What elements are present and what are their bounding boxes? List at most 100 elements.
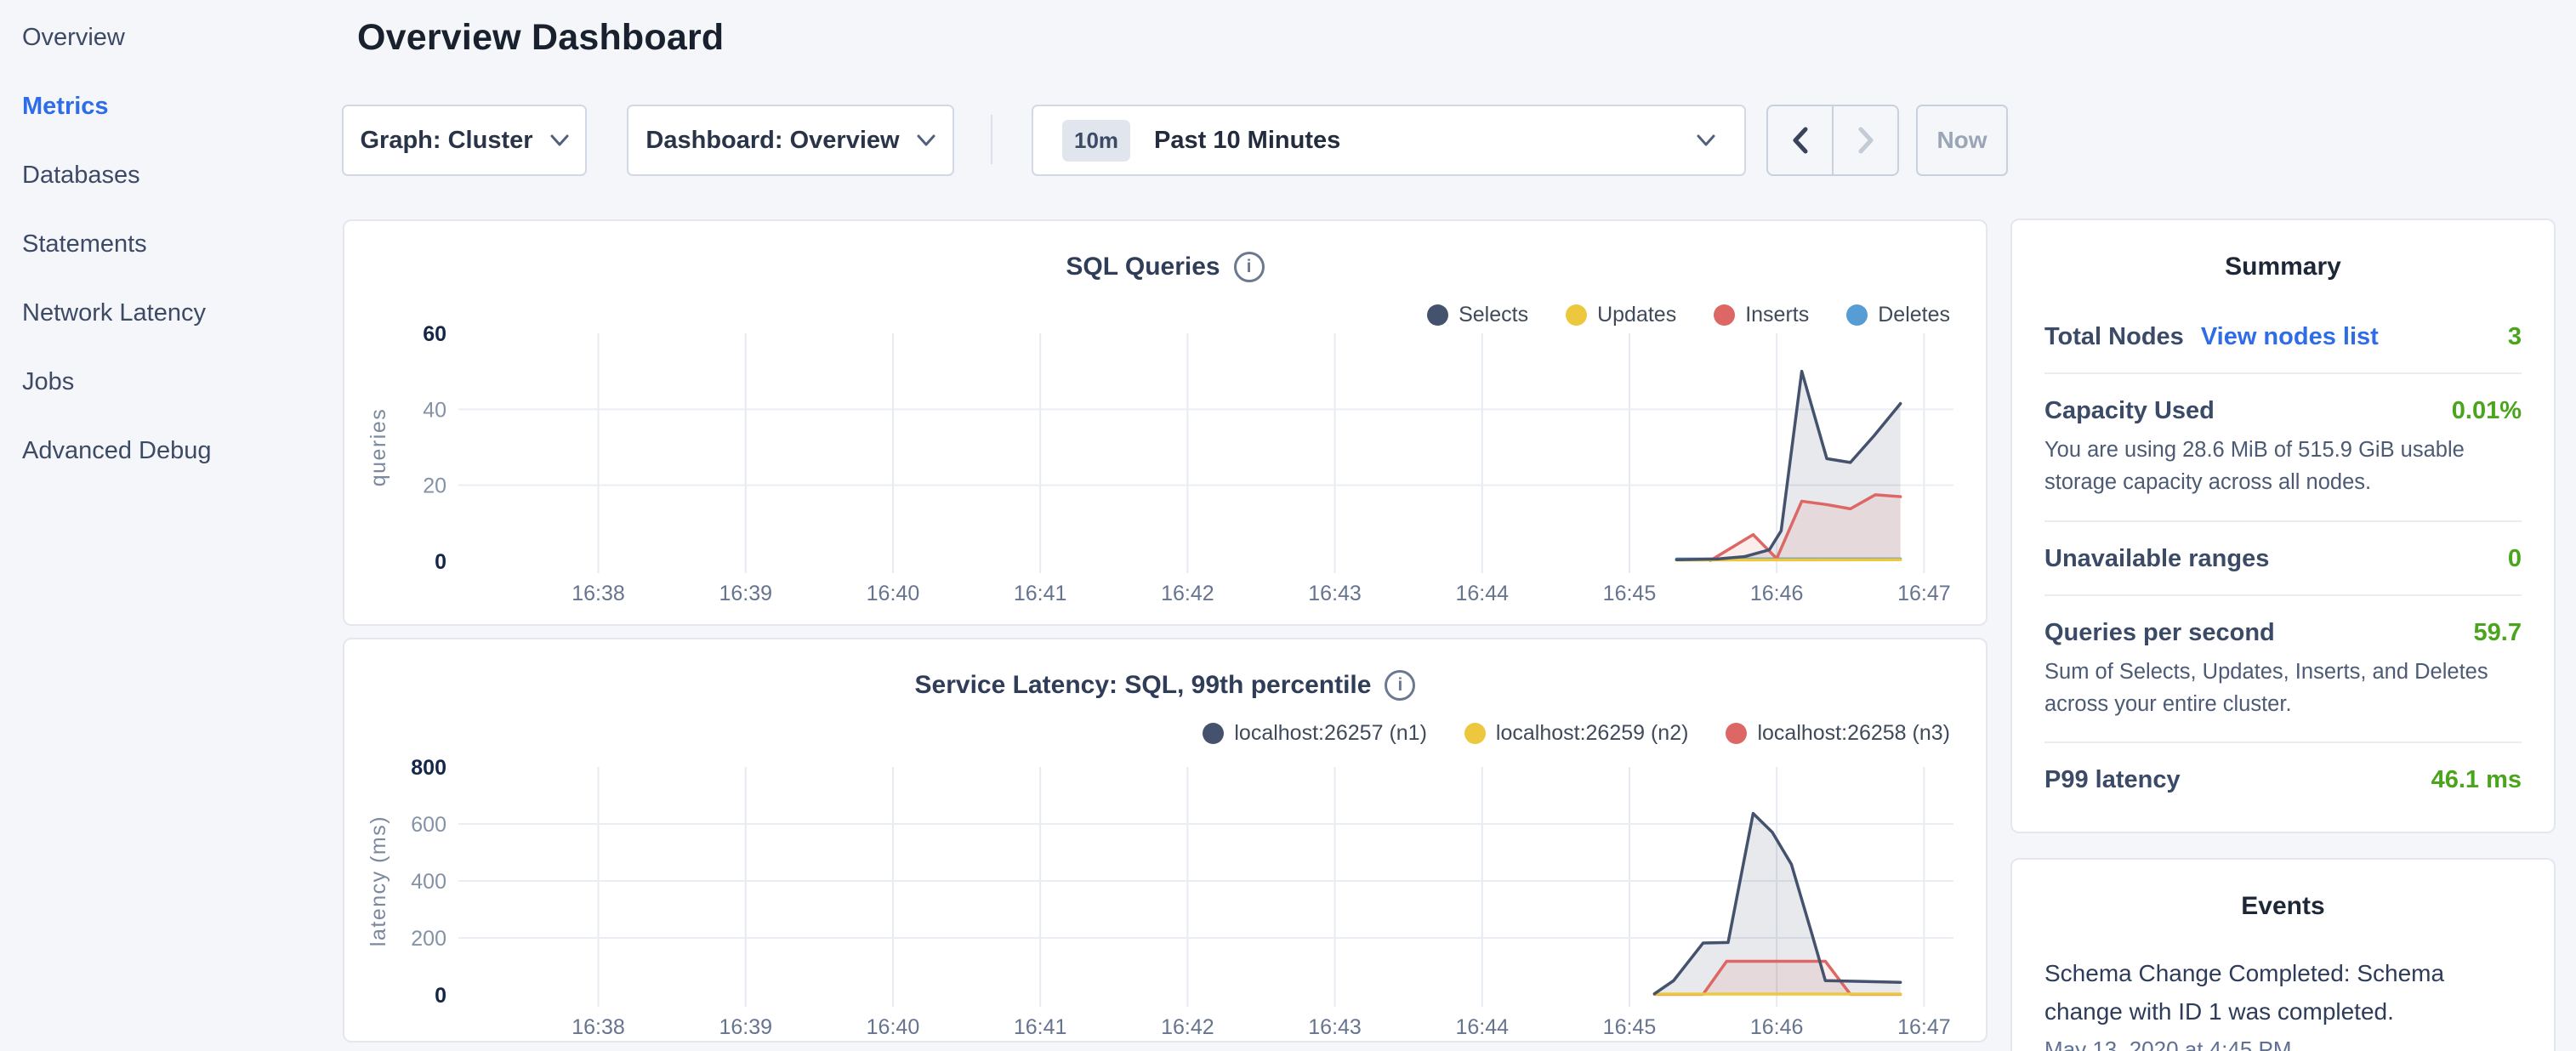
time-range-badge: 10m [1062,119,1131,162]
sidebar: Overview Metrics Databases Statements Ne… [0,0,340,1051]
legend-label: localhost:26259 (n2) [1495,721,1689,745]
svg-text:60: 60 [423,322,446,346]
svg-text:16:39: 16:39 [719,582,772,605]
time-range-picker[interactable]: 10m Past 10 Minutes [1032,105,1746,176]
chevron-left-icon [1793,127,1807,154]
svg-text:16:46: 16:46 [1750,1015,1804,1039]
events-panel: Events Schema Change Completed: Schema c… [2010,858,2556,1051]
svg-text:16:38: 16:38 [571,1015,625,1039]
info-icon[interactable]: i [1233,252,1265,282]
chevron-down-icon [917,134,935,146]
legend-label: Deletes [1878,303,1950,327]
chart-plot-svg: 16:38 16:39 16:40 16:41 16:42 16:43 16:44 16:45… [367,756,1953,1039]
summary-row-value: 3 [2507,323,2522,350]
svg-text:40: 40 [423,398,446,422]
legend-label: Updates [1597,303,1677,327]
chevron-down-icon [550,134,569,146]
sidebar-item-network-latency[interactable]: Network Latency [22,299,206,327]
chart-legend: localhost:26257 (n1) localhost:26259 (n2)… [1203,721,1950,746]
summary-row-label: Total Nodes [2044,323,2184,350]
chevron-right-icon [1858,127,1873,154]
svg-text:queries: queries [367,408,390,487]
legend-item[interactable]: localhost:26259 (n2) [1464,721,1689,746]
sidebar-nav: Overview Metrics Databases Statements Ne… [0,0,340,486]
time-range-label: Past 10 Minutes [1154,126,1341,154]
sidebar-item-jobs[interactable]: Jobs [22,368,75,395]
view-nodes-list-link[interactable]: View nodes list [2200,323,2379,350]
summary-row-capacity-used: Capacity Used 0.01% You are using 28.6 M… [2044,372,2522,520]
info-icon[interactable]: i [1385,670,1416,701]
sidebar-item-metrics[interactable]: Metrics [22,93,109,120]
summary-row-label: Capacity Used [2044,397,2215,424]
summary-row-total-nodes: Total Nodes View nodes list 3 [2044,300,2522,372]
svg-text:16:42: 16:42 [1161,582,1214,605]
svg-text:16:41: 16:41 [1014,582,1067,605]
time-step-buttons [1766,105,1899,176]
events-title: Events [2241,892,2325,920]
svg-text:16:42: 16:42 [1161,1015,1214,1039]
svg-text:16:46: 16:46 [1750,582,1804,605]
svg-text:16:45: 16:45 [1603,1015,1657,1039]
sidebar-item-overview[interactable]: Overview [22,24,125,51]
legend-dot-icon [1566,304,1588,326]
chart-title: Service Latency: SQL, 99th percentile [914,671,1372,699]
svg-text:16:39: 16:39 [719,1015,772,1039]
sql-queries-chart-card: SQL Queries i Selects Updates Inserts Delet… [343,219,1987,626]
svg-text:800: 800 [411,756,446,780]
svg-text:16:47: 16:47 [1897,1015,1951,1039]
legend-item[interactable]: localhost:26258 (n3) [1726,721,1950,746]
service-latency-chart-card: Service Latency: SQL, 99th percentile i … [343,638,1987,1042]
legend-item[interactable]: Selects [1427,303,1528,327]
summary-row-p99-latency: P99 latency 46.1 ms [2044,741,2522,815]
svg-text:20: 20 [423,474,446,498]
legend-item[interactable]: Updates [1566,303,1676,327]
graph-scope-dropdown[interactable]: Graph: Cluster [342,105,587,176]
legend-item[interactable]: Deletes [1846,303,1950,327]
svg-text:600: 600 [411,813,446,837]
summary-row-label: Unavailable ranges [2044,544,2270,572]
time-step-forward-button[interactable] [1832,106,1897,174]
legend-dot-icon [1464,723,1486,744]
chart-plot-svg: 16:38 16:39 16:40 16:41 16:42 16:43 16:44 16:45… [367,322,1953,605]
page-title: Overview Dashboard [357,17,725,58]
summary-rows: Total Nodes View nodes list 3 Capacity U… [2044,300,2522,815]
summary-row-label: P99 latency [2044,766,2181,793]
legend-item[interactable]: Inserts [1714,303,1809,327]
summary-panel: Summary Total Nodes View nodes list 3 Ca… [2010,219,2556,833]
summary-row-value: 46.1 ms [2431,766,2522,793]
legend-dot-icon [1726,723,1748,744]
summary-row-queries-per-second: Queries per second 59.7 Sum of Selects, … [2044,594,2522,742]
time-step-back-button[interactable] [1768,106,1832,174]
svg-text:200: 200 [411,927,446,951]
svg-text:16:44: 16:44 [1455,582,1509,605]
summary-row-value: 0 [2507,544,2522,572]
dashboard-dropdown[interactable]: Dashboard: Overview [627,105,954,176]
now-button[interactable]: Now [1916,105,2008,176]
legend-label: localhost:26258 (n3) [1757,721,1950,745]
svg-text:16:47: 16:47 [1897,582,1951,605]
svg-text:0: 0 [435,984,446,1008]
svg-text:400: 400 [411,870,446,894]
svg-text:16:41: 16:41 [1014,1015,1067,1039]
summary-row-label: Queries per second [2044,618,2275,646]
sidebar-item-statements[interactable]: Statements [22,230,147,258]
chart-title: SQL Queries [1066,253,1220,281]
toolbar-divider [991,115,992,164]
sidebar-item-advanced-debug[interactable]: Advanced Debug [22,437,212,464]
chart-legend: Selects Updates Inserts Deletes [1427,303,1950,327]
svg-text:16:43: 16:43 [1308,1015,1362,1039]
svg-text:16:40: 16:40 [867,582,920,605]
dashboard-label: Dashboard: Overview [645,126,900,154]
legend-dot-icon [1203,723,1225,744]
sidebar-item-databases[interactable]: Databases [22,162,140,189]
event-item[interactable]: Schema Change Completed: Schema change w… [2044,960,2445,1025]
legend-item[interactable]: localhost:26257 (n1) [1203,721,1427,746]
svg-text:16:44: 16:44 [1455,1015,1509,1039]
svg-text:latency (ms): latency (ms) [367,815,390,946]
legend-label: Inserts [1745,303,1810,327]
summary-row-value: 59.7 [2473,618,2522,646]
svg-text:16:43: 16:43 [1308,582,1362,605]
legend-dot-icon [1846,304,1868,326]
svg-text:16:38: 16:38 [571,582,625,605]
legend-dot-icon [1714,304,1736,326]
